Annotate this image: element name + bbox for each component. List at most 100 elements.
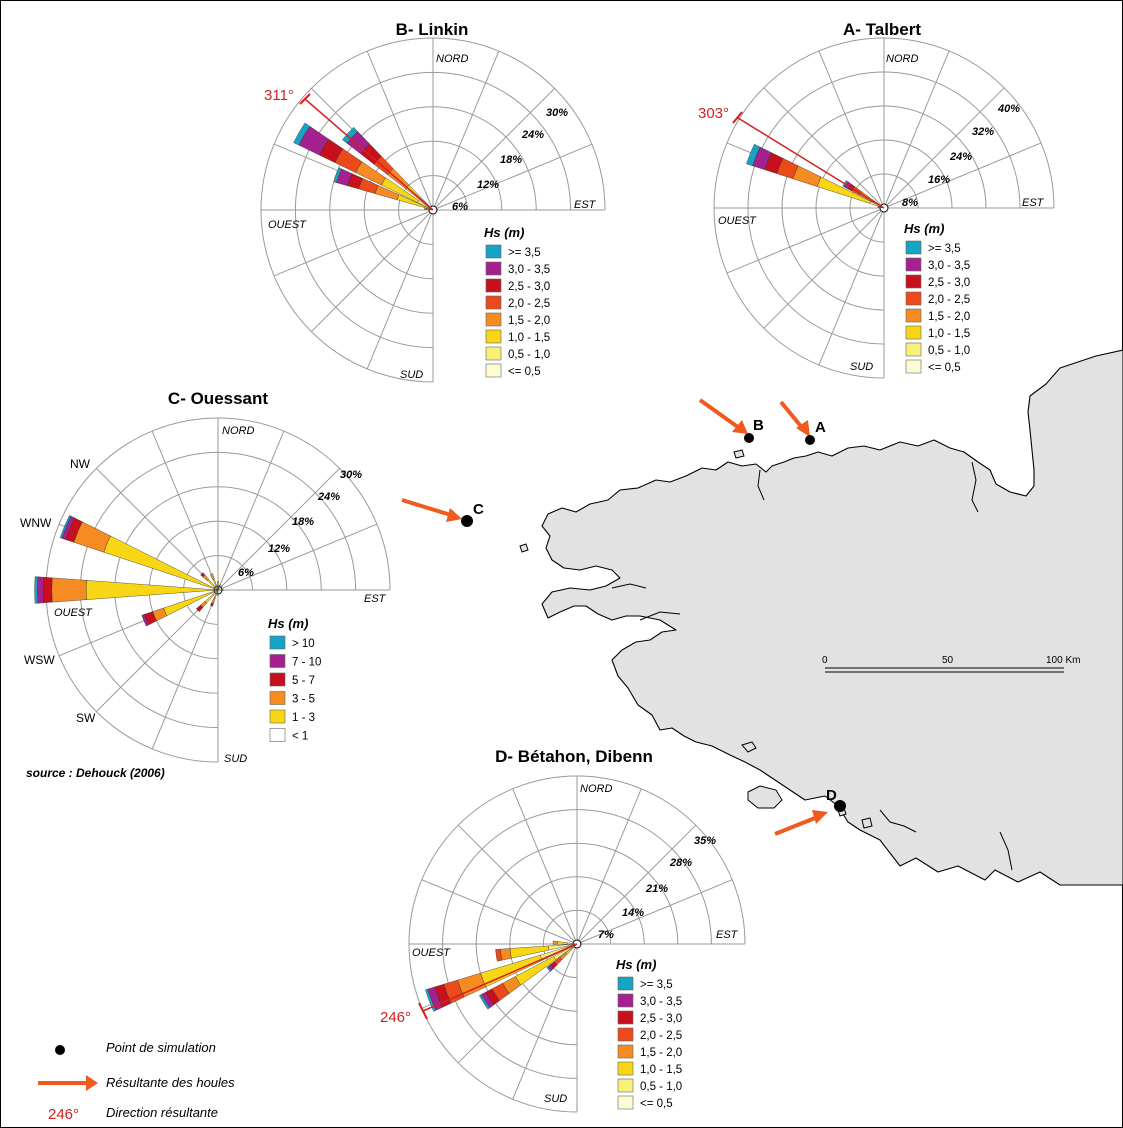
legend-label: 2,0 - 2,5 xyxy=(640,1030,682,1042)
hs-legend: Hs (m) >= 3,5 3,0 - 3,5 2,5 - 3,0 2,0 - 2,5 1… xyxy=(484,225,550,378)
ring-label-6: 6% xyxy=(452,201,468,213)
legend-label: 3,0 - 3,5 xyxy=(928,260,970,272)
dir-label-est: EST xyxy=(574,199,597,211)
river-aulne xyxy=(639,611,681,621)
legend-swatch xyxy=(617,1044,634,1059)
grid-spoke xyxy=(421,879,578,945)
key-arrow-text: Résultante des houles xyxy=(106,1075,235,1090)
petal-segment xyxy=(746,143,761,167)
legend-label: < 1 xyxy=(292,731,308,743)
petal-segment xyxy=(42,576,53,604)
dir-label-sud: SUD xyxy=(224,753,247,765)
grid-spoke xyxy=(883,50,950,209)
ring-label-35: 35% xyxy=(694,835,716,847)
grid-spoke xyxy=(432,143,593,211)
petal-segment xyxy=(500,948,512,961)
rose-linkin: B- Linkin NORD EST SUD OUEST 6% 12% 18% … xyxy=(260,20,606,383)
rose-grid xyxy=(713,37,1055,379)
petal-segment xyxy=(424,207,428,210)
dir-label-sud: SUD xyxy=(850,361,873,373)
petal-segment xyxy=(221,589,224,591)
grid-spoke xyxy=(151,589,219,750)
legend-label: 1,5 - 2,0 xyxy=(928,311,970,323)
grid-spoke xyxy=(217,523,378,591)
simulation-points: B A C D xyxy=(401,398,846,836)
dir-label-ouest: OUEST xyxy=(54,607,93,619)
grid-spoke xyxy=(763,87,885,209)
ring-label-30: 30% xyxy=(546,107,568,119)
legend-label: 2,0 - 2,5 xyxy=(928,294,970,306)
key-direction-value: 246° xyxy=(48,1106,79,1123)
grid-spoke xyxy=(273,209,434,277)
dir-label-ouest: OUEST xyxy=(412,947,451,959)
petal-segment xyxy=(220,585,223,588)
petal-segment xyxy=(333,167,342,183)
petal-segment xyxy=(557,941,568,945)
grid-spoke xyxy=(432,88,555,211)
resultant-label: 303° xyxy=(698,105,729,122)
legend-label: 1,0 - 1,5 xyxy=(508,332,550,344)
scale-label-0: 0 xyxy=(822,655,828,666)
ring-label-40: 40% xyxy=(997,103,1020,115)
petal-segment xyxy=(141,614,150,627)
petal-segment xyxy=(552,940,559,945)
ring-label-28: 28% xyxy=(669,857,692,869)
petal-segment xyxy=(37,576,44,604)
resultant-tick xyxy=(418,1002,428,1020)
legend-label: 7 - 10 xyxy=(292,657,321,669)
ring-label-14: 14% xyxy=(622,907,644,919)
hs-legend: Hs (m) >= 3,5 3,0 - 3,5 2,5 - 3,0 2,0 - 2,5 1… xyxy=(616,957,682,1110)
point-d xyxy=(834,800,846,812)
point-label-d: D xyxy=(826,787,837,804)
legend-label: 1,5 - 2,0 xyxy=(640,1047,682,1059)
legend-label: >= 3,5 xyxy=(508,247,541,259)
petal-segment xyxy=(103,535,219,591)
arrow-head-a xyxy=(796,420,810,437)
petal-segment xyxy=(792,165,822,187)
ring-label-21: 21% xyxy=(645,883,668,895)
river-trieux xyxy=(757,469,765,501)
rose-petals xyxy=(746,143,885,209)
scale-label-100: 100 Km xyxy=(1046,655,1080,666)
key-arrow-head xyxy=(86,1075,98,1091)
legend-label: <= 0,5 xyxy=(640,1098,673,1110)
rose-petals xyxy=(34,515,224,627)
grid-spoke xyxy=(512,788,578,945)
legend-label: 1,0 - 1,5 xyxy=(928,328,970,340)
grid-spoke xyxy=(512,943,578,1100)
petal-segment xyxy=(293,122,310,146)
source-credit: source : Dehouck (2006) xyxy=(26,766,165,780)
rose-talbert: A- Talbert NORD EST SUD OUEST 8% 16% 24%… xyxy=(698,20,1055,379)
island-small-2 xyxy=(861,817,873,829)
dir-label-est: EST xyxy=(716,929,739,941)
key-point-symbol xyxy=(55,1045,65,1055)
arrow-head-b xyxy=(732,420,748,434)
ring-label-8: 8% xyxy=(902,197,918,209)
resultant-line xyxy=(422,943,578,1012)
legend-label: 0,5 - 1,0 xyxy=(508,349,550,361)
point-label-a: A xyxy=(815,419,826,436)
island-ushant-small xyxy=(519,543,529,553)
ring-label-6: 6% xyxy=(238,567,254,579)
legend-label: <= 0,5 xyxy=(928,362,961,374)
arrow-d xyxy=(774,814,821,836)
resultant-line xyxy=(304,98,434,211)
island-groix xyxy=(741,741,757,753)
legend-label: 2,0 - 2,5 xyxy=(508,298,550,310)
arrow-c xyxy=(401,498,455,518)
petal-segment xyxy=(217,589,219,595)
grid-spoke xyxy=(366,50,434,211)
resultant-label: 246° xyxy=(380,1009,411,1026)
arrow-head-d xyxy=(812,810,828,824)
grid-spoke xyxy=(818,207,885,366)
grid-spoke xyxy=(818,50,885,209)
ring-label-12: 12% xyxy=(268,543,290,555)
dir-label-nw: NW xyxy=(70,457,91,471)
legend-swatch xyxy=(269,728,286,742)
grid-spoke xyxy=(457,824,578,945)
hs-legend: Hs (m) > 10 7 - 10 5 - 7 3 - 5 1 - 3 < 1 xyxy=(268,616,321,743)
grid-spoke xyxy=(217,468,340,591)
grid-spoke xyxy=(883,142,1042,209)
island-brehat xyxy=(733,449,745,459)
grid-spoke xyxy=(151,430,219,591)
